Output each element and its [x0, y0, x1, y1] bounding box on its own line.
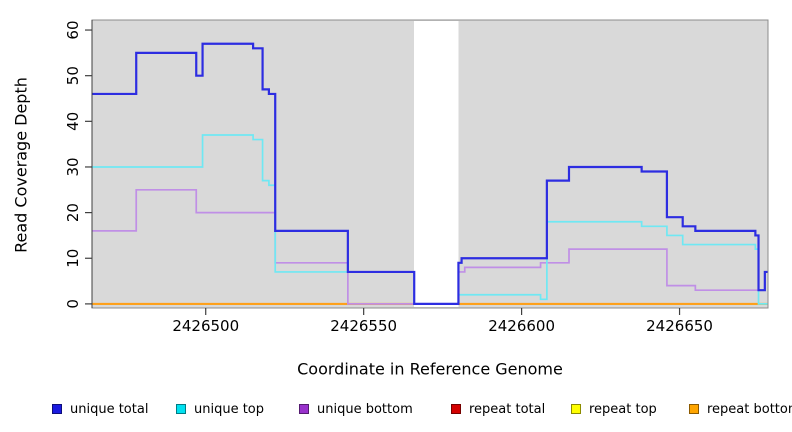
legend-label: repeat top	[589, 401, 657, 417]
legend-label: repeat total	[469, 401, 546, 417]
svg-text:10: 10	[64, 249, 82, 268]
legend-label: unique bottom	[317, 401, 413, 417]
legend-label: repeat bottom	[707, 401, 792, 417]
legend-swatch-icon	[52, 404, 62, 414]
svg-text:20: 20	[64, 203, 82, 222]
svg-text:2426500: 2426500	[172, 317, 239, 335]
svg-text:30: 30	[64, 157, 82, 176]
x-axis-label: Coordinate in Reference Genome	[297, 359, 563, 379]
legend-label: unique total	[70, 401, 149, 417]
legend-item-unique-top: unique top	[176, 401, 264, 417]
legend-label: unique top	[194, 401, 265, 417]
svg-text:2426550: 2426550	[330, 317, 397, 335]
legend-item-unique-total: unique total	[52, 401, 148, 417]
legend-item-repeat-total: repeat total	[451, 401, 545, 417]
legend-swatch-icon	[176, 404, 186, 414]
svg-text:50: 50	[64, 66, 82, 85]
y-axis-label: Read Coverage Depth	[11, 77, 31, 253]
svg-text:2426650: 2426650	[646, 317, 713, 335]
svg-text:60: 60	[64, 20, 82, 39]
legend-swatch-icon	[451, 404, 461, 414]
svg-text:0: 0	[64, 299, 82, 309]
svg-text:2426600: 2426600	[488, 317, 555, 335]
legend-item-unique-bottom: unique bottom	[299, 401, 413, 417]
legend-swatch-icon	[689, 404, 699, 414]
legend-item-repeat-bottom: repeat bottom	[689, 401, 792, 417]
legend-item-repeat-top: repeat top	[571, 401, 657, 417]
legend-swatch-icon	[571, 404, 581, 414]
legend-swatch-icon	[299, 404, 309, 414]
svg-text:40: 40	[64, 112, 82, 131]
